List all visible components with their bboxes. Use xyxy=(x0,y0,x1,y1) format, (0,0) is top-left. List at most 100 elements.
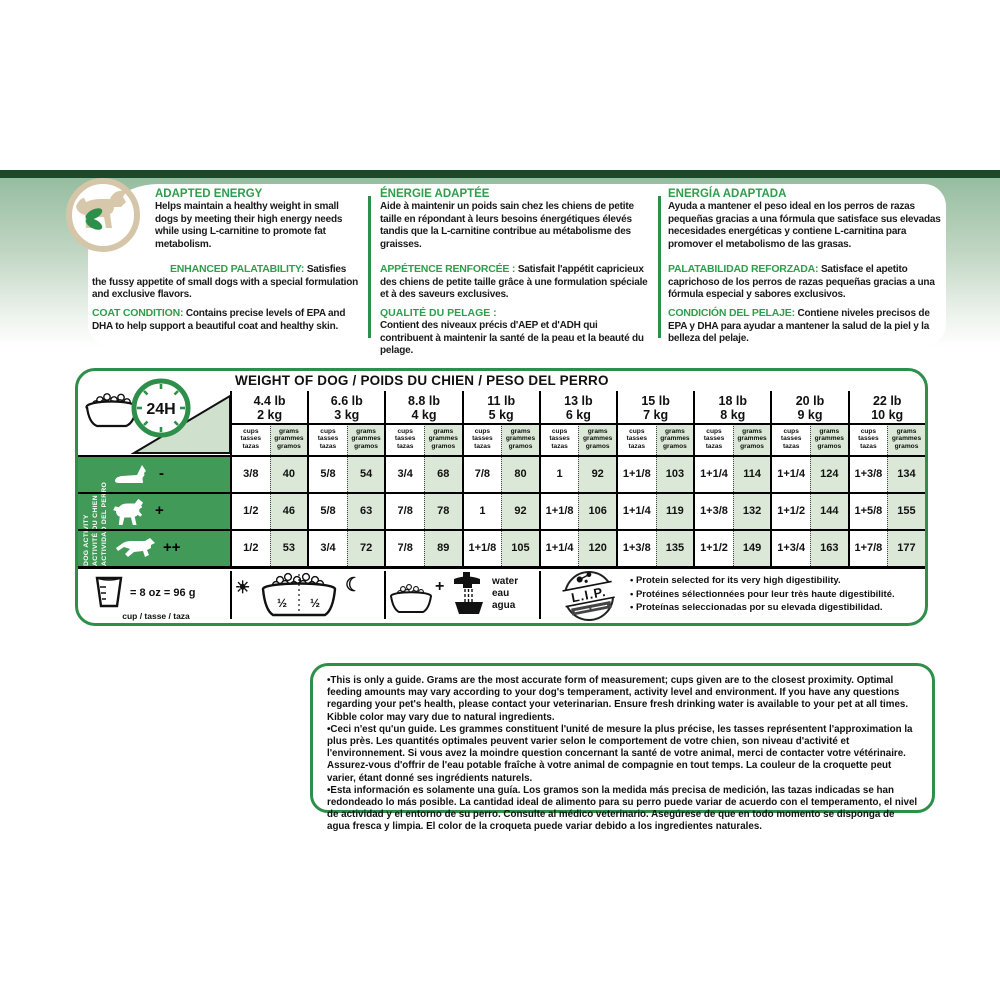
morning-portion: ½ xyxy=(277,596,288,610)
cups-unit-label: cups tasses tazas xyxy=(240,427,262,450)
grams-unit-label: grams grammes gramos xyxy=(578,423,616,455)
cups-value-cell: 1+5/8 xyxy=(854,504,883,517)
lip-label: L.I.P. xyxy=(570,584,608,605)
feeding-row: 1+1/8 103 xyxy=(618,455,694,492)
weight-header: 8.8 lb 4 kg xyxy=(386,391,461,423)
benefit-body: Contiene niveles precisos de EPA y DHA p… xyxy=(668,308,930,344)
unit-header-row: cups tasses tazas grams grammes gramos xyxy=(309,423,385,455)
evening-portion: ½ xyxy=(310,596,321,610)
grams-value-cell: 53 xyxy=(269,529,308,566)
feeding-row: 1+1/8 106 xyxy=(541,492,616,529)
benefit-title: QUALITÉ DU PELAGE : xyxy=(380,307,497,319)
grams-value-cell: 144 xyxy=(809,492,848,529)
feeding-row: 1+1/2 144 xyxy=(772,492,848,529)
grams-value-cell: 105 xyxy=(501,529,539,566)
disclaimer-fr: •Ceci n'est qu'un guide. Les grammes con… xyxy=(327,723,913,784)
weight-column: 11 lb 5 kg cups tasses tazas grams grammes gram… xyxy=(461,391,539,566)
cups-value-cell: 1 xyxy=(479,504,486,517)
feeding-disclaimer: •This is only a guide. Grams are the mos… xyxy=(310,663,935,832)
cups-value-cell: 1+3/8 xyxy=(854,467,883,480)
grams-value-cell: 72 xyxy=(346,529,385,566)
benefit-body: Contient des niveaux précis d'AEP et d'A… xyxy=(380,320,644,356)
benefit-body: Satisface el apetito caprichoso de los p… xyxy=(668,264,935,300)
cups-unit-label: cups tasses tazas xyxy=(549,427,570,450)
feeding-row: 1+3/8 134 xyxy=(850,455,925,492)
benefit-title: ÉNERGIE ADAPTÉE xyxy=(380,188,490,200)
feeding-row: 1+3/4 163 xyxy=(772,529,848,566)
feeding-row: 5/8 63 xyxy=(309,492,385,529)
benefit-title: ENERGÍA ADAPTADA xyxy=(668,188,787,200)
feeding-row: 1+3/8 132 xyxy=(695,492,771,529)
cups-value-cell: 1+3/4 xyxy=(777,541,806,554)
benefit-title: APPÉTENCE RENFORCÉE : xyxy=(380,263,516,275)
weight-kg: 6 kg xyxy=(565,408,591,422)
grams-value-cell: 163 xyxy=(809,529,848,566)
activity-row-low: - xyxy=(112,455,230,492)
cups-value-cell: 1+1/2 xyxy=(700,541,728,554)
running-dog-icon xyxy=(116,537,155,557)
weight-lb: 6.6 lb xyxy=(330,394,363,408)
cups-value-cell: 3/4 xyxy=(320,541,336,554)
grams-value-cell: 149 xyxy=(732,529,771,566)
grams-value-cell: 68 xyxy=(423,455,462,492)
cup-equivalence: = 8 oz = 96 g xyxy=(130,587,196,599)
benefit-fr-palatability: APPÉTENCE RENFORCÉE : Satisfait l'appéti… xyxy=(380,263,648,302)
grams-unit-label: grams grammes gramos xyxy=(732,423,771,455)
weight-lb: 8.8 lb xyxy=(408,394,440,408)
weight-lb: 20 lb xyxy=(795,394,825,408)
water-faucet-icon xyxy=(454,572,483,614)
cups-value-cell: 1+1/4 xyxy=(622,504,651,517)
grams-value-cell: 89 xyxy=(423,529,462,566)
grams-value-cell: 46 xyxy=(269,492,308,529)
grams-value-cell: 54 xyxy=(346,455,385,492)
24h-clock-icon: 24H xyxy=(131,378,191,438)
grams-unit-label: grams grammes gramos xyxy=(809,423,848,455)
feeding-row: 3/4 72 xyxy=(309,529,385,566)
feeding-row: 1 92 xyxy=(464,492,539,529)
unit-header-row: cups tasses tazas grams grammes gramos xyxy=(618,423,694,455)
small-kibble-bowl-icon xyxy=(390,584,432,613)
cups-value-cell: 1/2 xyxy=(243,504,259,517)
dog-badge-icon xyxy=(66,178,140,252)
benefit-en-palatability: ENHANCED PALATABILITY: Satisfies the fus… xyxy=(92,263,362,302)
feeding-row: 7/8 89 xyxy=(386,529,462,566)
feeding-row: 3/8 40 xyxy=(232,455,308,492)
grams-value-cell: 177 xyxy=(887,529,925,566)
weight-lb: 22 lb xyxy=(872,394,902,408)
cup-label: cup / tasse / taza xyxy=(122,611,190,621)
grams-unit-label: grams grammes gramos xyxy=(655,423,694,455)
grams-value-cell: 119 xyxy=(655,492,694,529)
cups-value-cell: 1/2 xyxy=(243,541,259,554)
benefit-fr-energy: ÉNERGIE ADAPTÉE Aide à maintenir un poid… xyxy=(380,188,648,251)
kibble-bowl-icon xyxy=(261,572,337,617)
cups-value-cell: 3/8 xyxy=(243,467,259,480)
weight-header: 15 lb 7 kg xyxy=(618,391,693,423)
column-divider xyxy=(658,196,661,338)
weight-column: 18 lb 8 kg cups tasses tazas grams grammes gram… xyxy=(693,391,771,566)
unit-header-row: cups tasses tazas grams grammes gramos xyxy=(772,423,848,455)
benefit-en-coat: COAT CONDITION: Contains precise levels … xyxy=(92,307,362,333)
plus-sign: + xyxy=(435,578,445,595)
benefit-fr-coat: QUALITÉ DU PELAGE : Contient des niveaux… xyxy=(380,307,648,358)
moon-icon: ☾ xyxy=(345,575,363,596)
weight-lb: 13 lb xyxy=(564,394,593,408)
unit-header-row: cups tasses tazas grams grammes gramos xyxy=(232,423,308,455)
weight-header: 22 lb 10 kg xyxy=(850,391,925,423)
benefit-title: ADAPTED ENERGY xyxy=(155,188,263,200)
feeding-row: 5/8 54 xyxy=(309,455,385,492)
unit-header-row: cups tasses tazas grams grammes gramos xyxy=(386,423,462,455)
grams-value-cell: 120 xyxy=(578,529,616,566)
weight-column: 6.6 lb 3 kg cups tasses tazas grams grammes gra… xyxy=(307,391,385,566)
benefit-title: CONDICIÓN DEL PELAJE: xyxy=(668,307,795,319)
grams-value-cell: 92 xyxy=(501,492,539,529)
grams-unit-label: grams grammes gramos xyxy=(269,423,308,455)
dog-activity-label: DOG ACTIVITY ACTIVITÉ DU CHIEN ACTIVIDAD… xyxy=(83,481,108,566)
grams-unit-label: grams grammes gramos xyxy=(346,423,385,455)
weight-header: 4.4 lb 2 kg xyxy=(232,391,307,423)
weight-kg: 2 kg xyxy=(257,408,283,422)
feeding-row: 1+7/8 177 xyxy=(850,529,925,566)
weight-kg: 5 kg xyxy=(488,408,514,422)
grams-value-cell: 92 xyxy=(578,455,616,492)
benefit-en-energy: ADAPTED ENERGY Helps maintain a healthy … xyxy=(155,188,359,251)
grams-value-cell: 124 xyxy=(809,455,848,492)
